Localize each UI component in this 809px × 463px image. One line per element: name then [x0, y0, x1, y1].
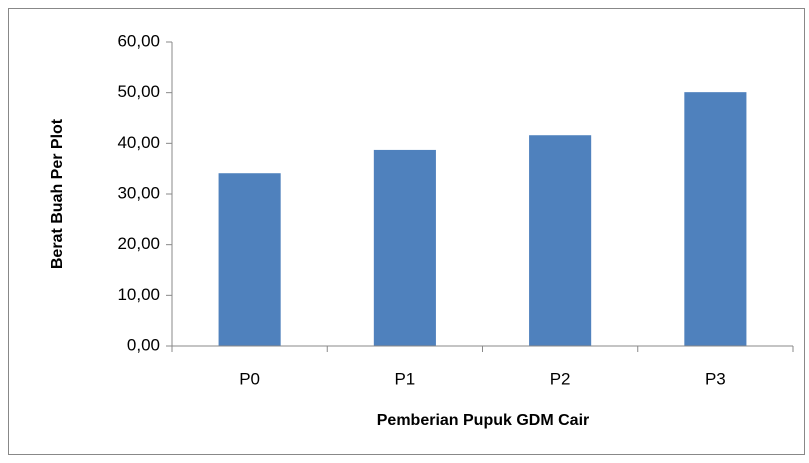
y-tick-label: 50,00: [117, 82, 160, 101]
bar: [529, 135, 592, 346]
x-tick-label: P2: [550, 369, 571, 388]
bar: [218, 173, 281, 346]
x-tick-label: P1: [394, 369, 415, 388]
x-tick-label: P3: [705, 369, 726, 388]
bar: [684, 92, 747, 346]
y-tick-label: 30,00: [117, 183, 160, 202]
y-tick-label: 60,00: [117, 31, 160, 50]
bar: [373, 149, 436, 346]
y-tick-label: 20,00: [117, 234, 160, 253]
y-axis-label: Berat Buah Per Plot: [49, 118, 66, 269]
x-tick-label: P0: [239, 369, 260, 388]
x-axis-label: Pemberian Pupuk GDM Cair: [377, 412, 590, 429]
y-tick-label: 40,00: [117, 133, 160, 152]
y-tick-label: 0,00: [127, 335, 160, 354]
y-tick-label: 10,00: [117, 285, 160, 304]
